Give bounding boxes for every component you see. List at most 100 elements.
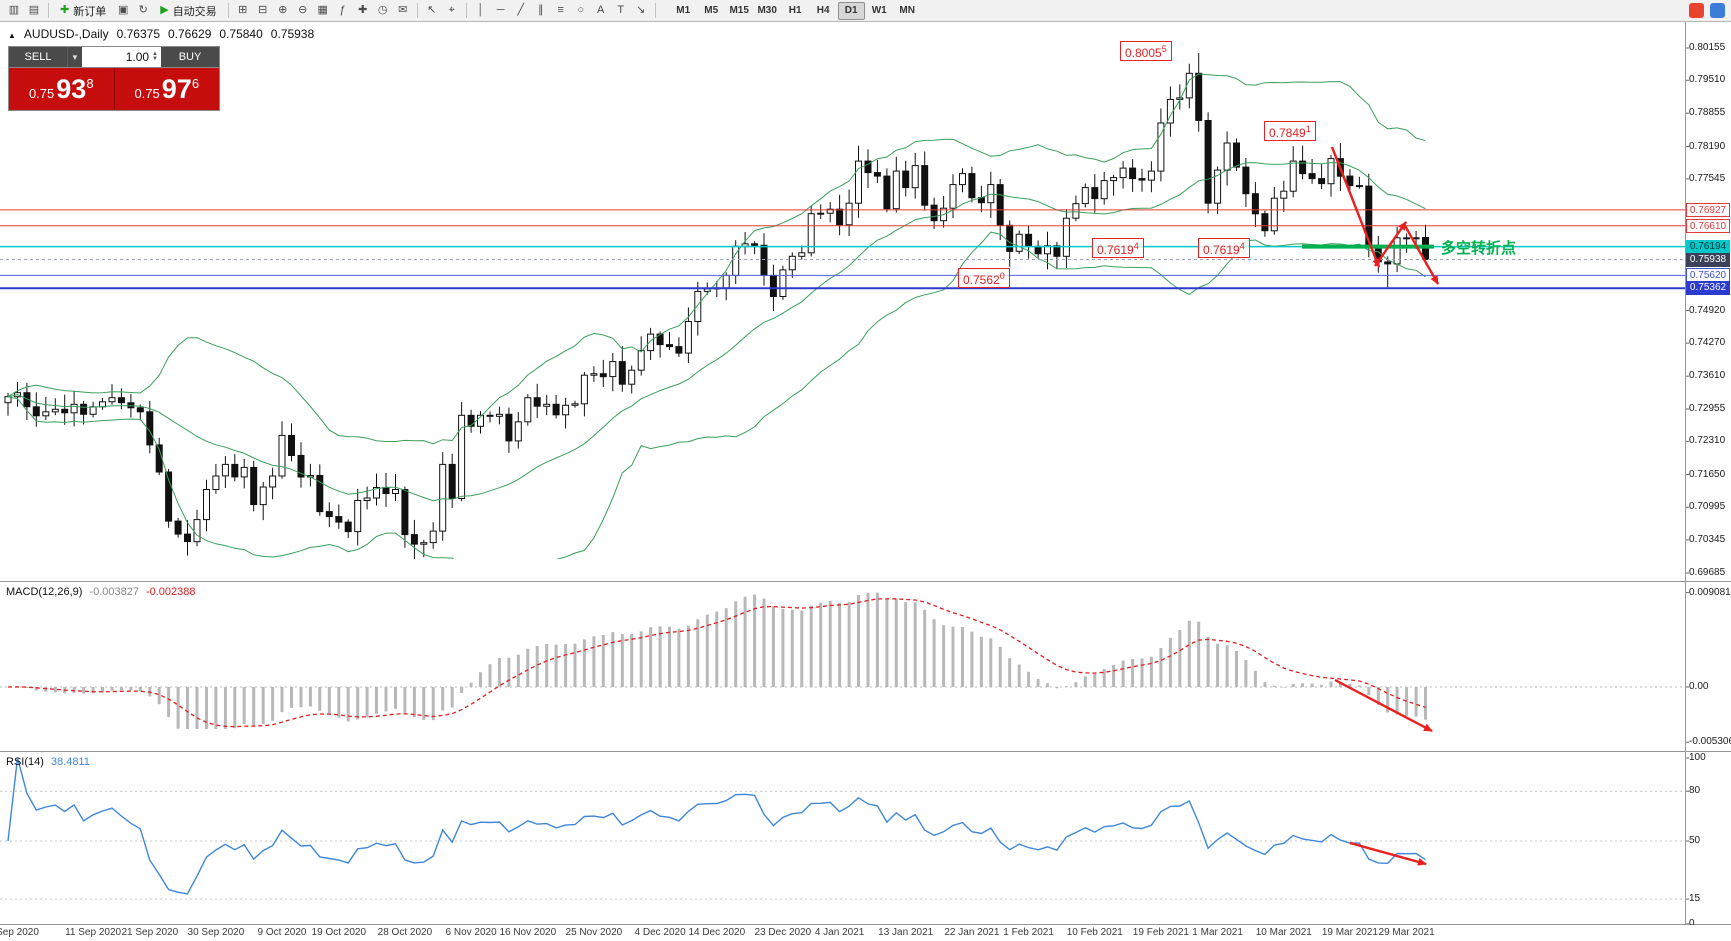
toolbar-new-chart-button[interactable]: ▥	[4, 2, 24, 20]
trend-arrow-4[interactable]	[1334, 678, 1433, 733]
toolbar-text-button[interactable]: A	[591, 2, 611, 20]
toolbar-separator	[227, 3, 229, 18]
toolbar-label-button[interactable]: T	[611, 2, 631, 20]
volume-step-up-icon[interactable]: ▲	[152, 51, 158, 57]
macd-header: MACD(12,26,9) -0.003827 -0.002388	[6, 586, 196, 598]
price-axis: 0.80155 0.79510 0.78855 0.78190 0.77545 0.749…	[1686, 0, 1731, 941]
toolbar-profiles-button[interactable]: ▤	[24, 2, 44, 20]
date-label: Sep 2020	[0, 927, 39, 938]
price-tag: 0.75362	[1686, 281, 1730, 296]
toolbar-separator	[654, 3, 656, 18]
timeframe-button-H1[interactable]: H1	[788, 5, 802, 16]
volume-input[interactable]: 1.00 ▲ ▼	[82, 47, 161, 67]
toolbar-chart-window-button[interactable]: ▣	[113, 2, 133, 20]
toolbar-fibonacci-button[interactable]: ≡	[551, 2, 571, 20]
toolbar-zoom-in-button[interactable]: ⊕	[273, 2, 293, 20]
price-axis-label: 0.73610	[1689, 370, 1726, 382]
toolbar-mailbox-button[interactable]: ✉	[393, 2, 413, 20]
toolbar-grid-button[interactable]: ▦	[313, 2, 333, 20]
zoom-out-icon: ⊖	[298, 4, 308, 16]
toolbar-shapes-button[interactable]: ○	[571, 2, 591, 20]
buy-price-prefix: 0.75	[134, 85, 160, 101]
timeframe-button-M30[interactable]: M30	[757, 5, 777, 16]
timeframe-button-H4[interactable]: H4	[816, 5, 830, 16]
toolbar-buttons: ▥ ▤ ✚ 新订单 ▣ ↻ ▶ 自动交易 ⊞ ⊟ ⊕ ⊖ ▦ ƒ ✚ ◷ ✉ ↖ ⌖ │ ─ ╱ ∥ ≡ ○ A T ↘	[4, 2, 660, 20]
price-tag: 0.76610	[1686, 218, 1730, 233]
macd-main-value: -0.003827	[89, 586, 139, 598]
toolbar-auto-trading-button[interactable]: ▶ 自动交易	[153, 2, 223, 20]
toolbar-channel-button[interactable]: ∥	[531, 2, 551, 20]
date-label: 22 Jan 2021	[944, 927, 1000, 938]
macd-name: MACD(12,26,9)	[6, 586, 83, 598]
buy-price-big: 97	[161, 73, 192, 104]
buy-price-button[interactable]: 0.75 97 6	[115, 68, 220, 110]
date-label: 19 Mar 2021	[1321, 927, 1378, 938]
date-label: 16 Nov 2020	[499, 927, 557, 938]
new-chart-icon: ▥	[8, 4, 20, 16]
text-icon: A	[597, 4, 605, 16]
toolbar-arrows-button[interactable]: ↘	[631, 2, 651, 20]
bb-middle	[7, 162, 1426, 502]
toolbar-add-indicator-button[interactable]: ✚	[353, 2, 373, 20]
timeframe-button-M1[interactable]: M1	[676, 5, 691, 16]
new-order-icon: ✚	[60, 4, 70, 16]
trend-arrow-5[interactable]	[1349, 841, 1427, 866]
indicators-icon: ƒ	[339, 4, 346, 16]
tile-windows-icon: ⊞	[238, 4, 248, 16]
price-axis-label: 0.74270	[1689, 337, 1726, 349]
timeframe-button-M15[interactable]: M15	[729, 5, 749, 16]
toolbar-refresh-button[interactable]: ↻	[133, 2, 153, 20]
trend-arrow-3[interactable]	[1402, 223, 1440, 285]
price-axis-label: 0.70345	[1689, 533, 1726, 545]
rsi-axis-label: 50	[1689, 835, 1701, 846]
trendline-icon: ╱	[517, 4, 524, 16]
toolbar-tile-windows-button[interactable]: ⊞	[233, 2, 253, 20]
timeframe-button-D1[interactable]: D1	[837, 1, 865, 20]
toolbar-zoom-out-button[interactable]: ⊖	[293, 2, 313, 20]
mailbox-icon: ✉	[398, 4, 408, 16]
toolbar-crosshair-button[interactable]: ⌖	[442, 2, 462, 20]
timeframe-button-W1[interactable]: W1	[871, 5, 887, 16]
rsi-header: RSI(14) 38.4811	[6, 756, 90, 768]
toolbar-new-order-button[interactable]: ✚ 新订单	[53, 2, 113, 20]
toolbar-vertical-line-button[interactable]: │	[471, 2, 491, 20]
volume-dropdown-icon[interactable]: ▼	[67, 47, 82, 67]
panel-separator-macd-rsi[interactable]	[0, 751, 1731, 752]
timeframe-button-MN[interactable]: MN	[899, 5, 915, 16]
toolbar-indicators-button[interactable]: ƒ	[333, 2, 353, 20]
toolbar-alerts-button[interactable]: ◷	[373, 2, 393, 20]
bb-upper	[7, 73, 1426, 445]
price-axis-label: 0.69685	[1689, 567, 1726, 578]
date-label: 28 Oct 2020	[377, 927, 433, 938]
toolbar-trendline-button[interactable]: ╱	[511, 2, 531, 20]
buy-label[interactable]: BUY	[161, 47, 219, 67]
trend-arrow-1[interactable]	[1330, 146, 1381, 268]
panel-separator-rsi-dates	[0, 924, 1731, 925]
main-plot	[0, 53, 1685, 559]
chart-area[interactable]: 0.80055 0.78491 0.76194 0.76194 0.75620 多空转折点…	[0, 22, 1731, 941]
channel-icon: ∥	[537, 4, 544, 16]
toolbar-community-icon[interactable]	[1689, 3, 1704, 18]
trend-arrow-2[interactable]	[1374, 221, 1407, 267]
cursor-icon: ↖	[427, 4, 437, 16]
new-order-label: 新订单	[73, 5, 107, 18]
buy-price-pip: 6	[191, 75, 200, 91]
sell-label[interactable]: SELL	[9, 47, 67, 67]
toolbar-horizontal-line-button[interactable]: ─	[491, 2, 511, 20]
panel-separator-main-macd[interactable]	[0, 581, 1731, 582]
rsi-name: RSI(14)	[6, 756, 44, 768]
volume-stepper[interactable]: ▲ ▼	[152, 51, 158, 62]
price-axis-border	[1685, 22, 1686, 924]
price-axis-label: 0.78855	[1689, 107, 1726, 119]
timeframe-button-M5[interactable]: M5	[704, 5, 719, 16]
toolbar-cursor-button[interactable]: ↖	[422, 2, 442, 20]
price-axis-label: 0.74920	[1689, 304, 1726, 316]
rsi-axis-label: 80	[1689, 785, 1701, 797]
cascade-windows-icon: ⊟	[258, 4, 268, 16]
toolbar-mql5-icon[interactable]	[1710, 3, 1725, 18]
timeframe-toolbar: M1 M5 M15 M30 H1 H4 D1 W1 MN	[670, 1, 921, 20]
sell-price-prefix: 0.75	[28, 85, 55, 101]
volume-step-down-icon[interactable]: ▼	[152, 56, 158, 62]
price-axis-label: 0.70995	[1689, 501, 1726, 513]
toolbar-cascade-windows-button[interactable]: ⊟	[253, 2, 273, 20]
